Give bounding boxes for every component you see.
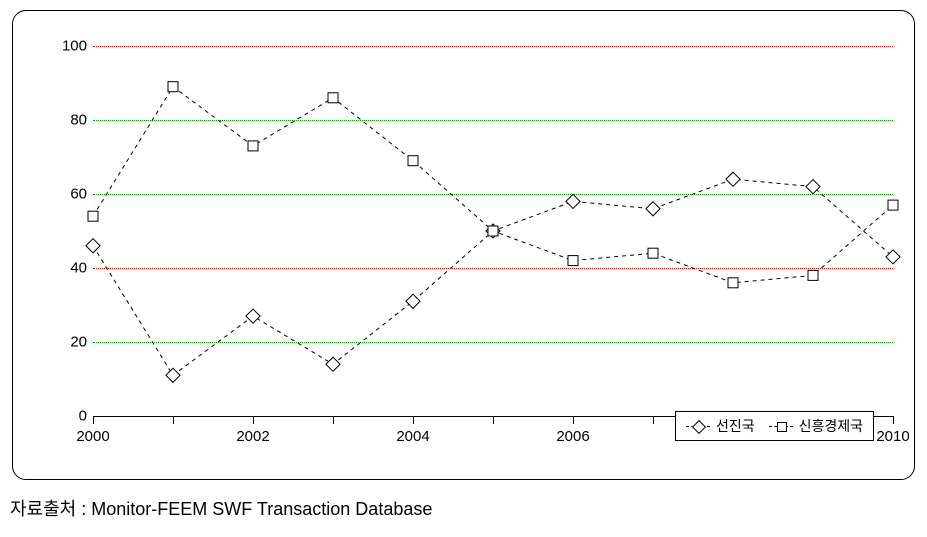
x-tick-mark bbox=[93, 416, 94, 424]
legend-item: 선진국 bbox=[686, 416, 755, 436]
gridline bbox=[93, 46, 893, 47]
chart-panel: 020406080100200020022004200620082010 선진국… bbox=[12, 10, 915, 480]
data-marker bbox=[86, 239, 100, 253]
legend-label: 선진국 bbox=[716, 416, 755, 436]
data-marker bbox=[886, 250, 900, 264]
data-marker bbox=[568, 256, 578, 266]
data-marker bbox=[486, 224, 500, 238]
data-marker bbox=[806, 180, 820, 194]
y-tick-label: 20 bbox=[70, 334, 87, 351]
x-tick-label: 2004 bbox=[396, 428, 429, 445]
data-marker bbox=[408, 156, 418, 166]
gridline bbox=[93, 194, 893, 195]
data-marker bbox=[808, 270, 818, 280]
x-tick-label: 2000 bbox=[76, 428, 109, 445]
data-marker bbox=[168, 82, 178, 92]
x-tick-mark bbox=[173, 416, 174, 424]
gridline bbox=[93, 342, 893, 343]
data-marker bbox=[726, 172, 740, 186]
data-marker bbox=[566, 194, 580, 208]
legend-swatch bbox=[686, 426, 710, 427]
y-tick-label: 0 bbox=[79, 408, 87, 425]
source-text: Monitor-FEEM SWF Transaction Database bbox=[91, 499, 432, 519]
legend-label: 신흥경제국 bbox=[799, 416, 863, 436]
square-icon bbox=[777, 422, 787, 432]
y-tick-label: 60 bbox=[70, 186, 87, 203]
data-marker bbox=[326, 357, 340, 371]
data-marker bbox=[328, 93, 338, 103]
legend-item: 신흥경제국 bbox=[769, 416, 863, 436]
x-tick-mark bbox=[893, 416, 894, 424]
x-tick-mark bbox=[333, 416, 334, 424]
data-marker bbox=[166, 368, 180, 382]
source-prefix: 자료출처 : bbox=[10, 499, 91, 519]
diamond-icon bbox=[692, 419, 706, 433]
x-tick-mark bbox=[493, 416, 494, 424]
x-tick-mark bbox=[253, 416, 254, 424]
root: 020406080100200020022004200620082010 선진국… bbox=[0, 0, 927, 537]
data-marker bbox=[648, 248, 658, 258]
source-label: 자료출처 : Monitor-FEEM SWF Transaction Data… bbox=[10, 495, 432, 521]
series-line bbox=[93, 179, 893, 375]
data-marker bbox=[88, 211, 98, 221]
series-line bbox=[93, 87, 893, 283]
x-tick-label: 2006 bbox=[556, 428, 589, 445]
x-tick-mark bbox=[413, 416, 414, 424]
data-marker bbox=[406, 294, 420, 308]
x-tick-mark bbox=[573, 416, 574, 424]
series-layer bbox=[93, 46, 893, 416]
y-tick-label: 100 bbox=[62, 38, 87, 55]
legend-swatch bbox=[769, 426, 793, 427]
data-marker bbox=[646, 202, 660, 216]
x-tick-label: 2010 bbox=[876, 428, 909, 445]
plot-area: 020406080100200020022004200620082010 bbox=[93, 46, 893, 416]
x-tick-label: 2002 bbox=[236, 428, 269, 445]
data-marker bbox=[888, 200, 898, 210]
data-marker bbox=[728, 278, 738, 288]
y-tick-label: 80 bbox=[70, 112, 87, 129]
legend: 선진국 신흥경제국 bbox=[675, 411, 874, 441]
data-marker bbox=[248, 141, 258, 151]
gridline bbox=[93, 120, 893, 121]
data-marker bbox=[246, 309, 260, 323]
data-marker bbox=[488, 226, 498, 236]
x-tick-mark bbox=[653, 416, 654, 424]
gridline bbox=[93, 268, 893, 269]
y-tick-label: 40 bbox=[70, 260, 87, 277]
